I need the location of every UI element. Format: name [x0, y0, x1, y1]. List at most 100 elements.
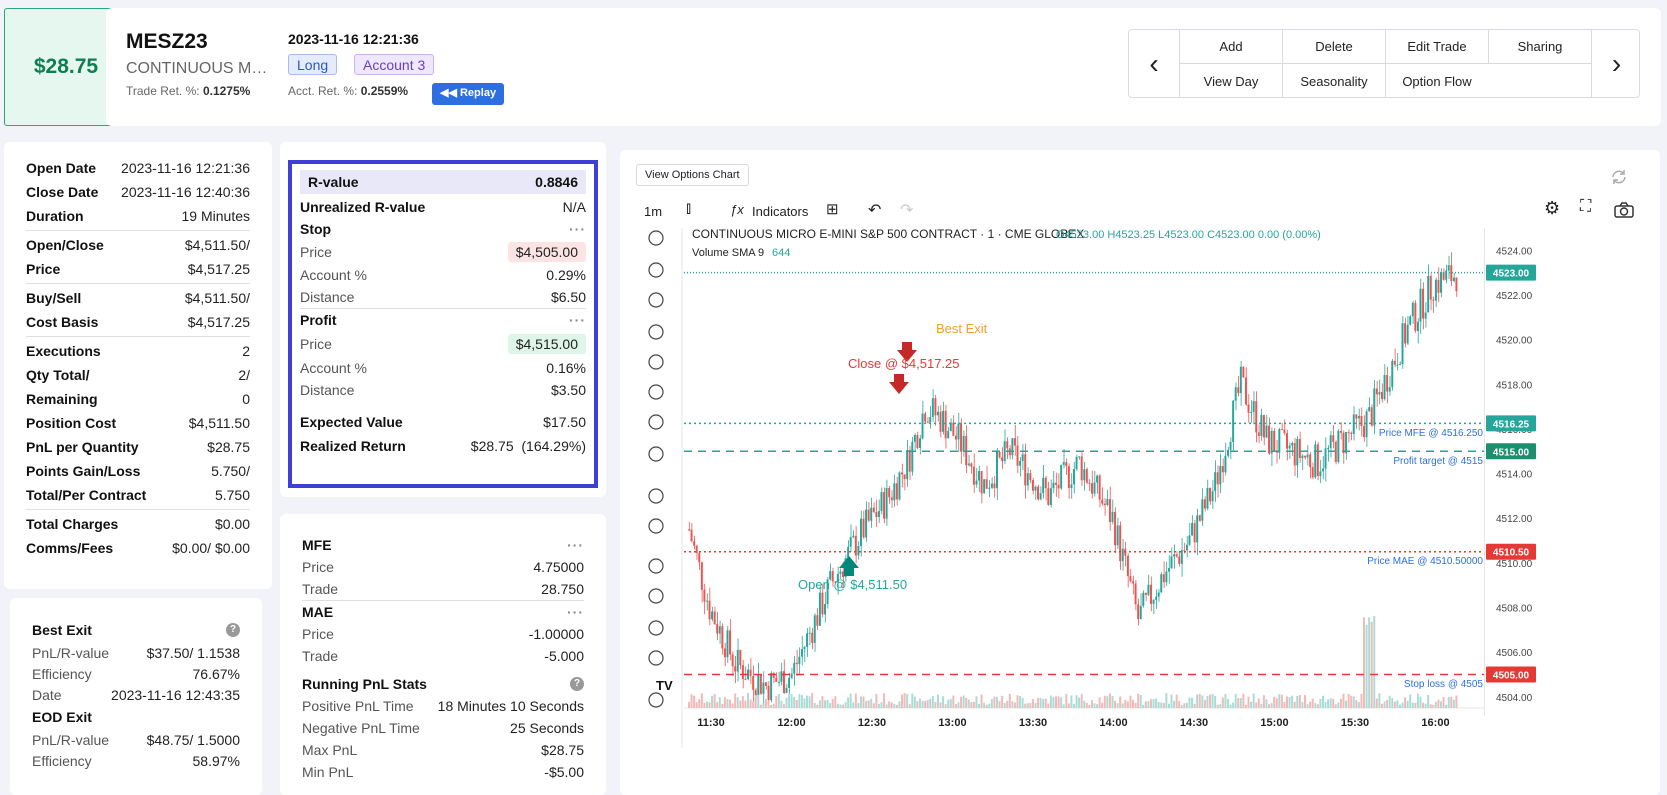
candle-body — [1098, 475, 1101, 500]
option-flow-button[interactable]: Option Flow — [1385, 64, 1488, 98]
best-exit-arrow — [897, 342, 917, 362]
candle-body — [1306, 454, 1309, 458]
volume-bar — [688, 702, 690, 708]
volume-bar — [926, 700, 929, 708]
candle-body — [1244, 377, 1247, 405]
lock-draw-icon[interactable] — [648, 588, 664, 604]
candle-body — [1090, 483, 1093, 494]
profit-price-value[interactable]: $4,515.00 — [507, 334, 586, 354]
candle-body — [1142, 592, 1145, 606]
volume-bar — [705, 701, 708, 708]
volume-bar — [800, 695, 803, 708]
lock-icon[interactable] — [648, 620, 664, 636]
volume-bar — [1314, 703, 1317, 708]
mfe-more-icon[interactable]: ··· — [567, 537, 584, 553]
replay-button[interactable]: ◀◀ Replay — [432, 83, 505, 105]
y-tick-label: 4522.00 — [1496, 291, 1533, 302]
indicators-button[interactable]: Indicators — [752, 204, 809, 219]
ruler-icon[interactable] — [648, 488, 664, 504]
help-icon[interactable]: ? — [226, 623, 240, 637]
profit-more-icon[interactable]: ··· — [569, 312, 586, 328]
candle-body — [816, 615, 819, 626]
volume-bar — [772, 703, 775, 708]
redo-icon[interactable]: ↷ — [900, 202, 914, 219]
camera-icon[interactable] — [1614, 202, 1634, 218]
templates-icon[interactable]: ⊞ — [826, 201, 839, 218]
candle-body — [1293, 443, 1296, 466]
text-icon[interactable] — [648, 354, 664, 370]
volume-bar — [1268, 704, 1271, 708]
volume-bar — [985, 704, 988, 708]
edit-trade-button[interactable]: Edit Trade — [1385, 30, 1488, 64]
y-tick-label: 4518.00 — [1496, 380, 1533, 391]
candle-body — [1211, 491, 1214, 502]
candle-body — [777, 681, 780, 683]
view-day-button[interactable]: View Day — [1179, 64, 1282, 98]
eye-icon[interactable] — [648, 650, 664, 666]
next-trade-button[interactable]: › — [1591, 30, 1641, 98]
candles-icon[interactable]: ⫾ — [686, 200, 692, 217]
stop-price-value[interactable]: $4,505.00 — [507, 242, 586, 262]
zoom-icon[interactable] — [648, 518, 664, 534]
stop-loss-label: Stop loss @ 4505 — [1404, 679, 1484, 690]
volume-bar — [1157, 701, 1160, 708]
prev-trade-button[interactable]: ‹ — [1129, 30, 1179, 98]
points-per-contract-value: 5.750 — [214, 487, 250, 503]
add-button[interactable]: Add — [1179, 30, 1282, 64]
candle-body — [1206, 487, 1209, 509]
chart-card — [620, 150, 1660, 795]
candle-body — [954, 435, 957, 440]
volume-bar — [954, 703, 957, 708]
stop-more-icon[interactable]: ··· — [569, 221, 586, 237]
view-options-chart-button[interactable]: View Options Chart — [636, 164, 749, 186]
mae-more-icon[interactable]: ··· — [567, 604, 584, 620]
fx-icon[interactable]: ƒx — [730, 202, 744, 217]
candle-body — [834, 581, 837, 583]
candle-body — [1329, 435, 1332, 449]
pattern-icon[interactable] — [648, 384, 664, 400]
trash-icon[interactable] — [648, 692, 664, 708]
volume-bar — [1239, 698, 1242, 708]
volume-bar — [1283, 702, 1286, 708]
volume-bar — [723, 697, 726, 708]
refresh-icon[interactable] — [1610, 168, 1628, 186]
expected-value: $17.50 — [543, 414, 586, 430]
volume-bar — [1252, 693, 1255, 708]
volume-bar — [1132, 699, 1134, 708]
forecast-icon[interactable] — [648, 414, 664, 430]
candle-body — [1162, 574, 1165, 583]
volume-bar — [1160, 702, 1163, 708]
account-badge[interactable]: Account 3 — [354, 54, 435, 75]
volume-bar — [749, 699, 752, 708]
brush-icon[interactable] — [648, 324, 664, 340]
volume-bar — [1442, 696, 1445, 708]
trendline-icon[interactable] — [648, 262, 664, 278]
help-icon[interactable]: ? — [570, 677, 584, 691]
candle-body — [1157, 592, 1160, 597]
heart-icon[interactable] — [648, 446, 664, 462]
magnet-icon[interactable] — [648, 558, 664, 574]
price-chart[interactable]: 4524.004522.004520.004518.004516.004514.… — [636, 228, 1650, 768]
settings-icon[interactable]: ⚙ — [1544, 198, 1561, 218]
volume-bar — [842, 704, 844, 708]
seasonality-button[interactable]: Seasonality — [1282, 64, 1385, 98]
volume-bar — [1237, 697, 1240, 708]
candle-body — [854, 535, 857, 556]
fib-icon[interactable] — [648, 292, 664, 308]
candle-body — [772, 673, 775, 678]
undo-icon[interactable]: ↶ — [868, 202, 882, 219]
delete-button[interactable]: Delete — [1282, 30, 1385, 64]
volume-bar — [1393, 701, 1396, 708]
volume-bar — [888, 701, 891, 708]
volume-bar — [844, 702, 847, 708]
candle-body — [1378, 392, 1381, 395]
volume-bar — [1255, 702, 1258, 708]
interval-button[interactable]: 1m — [644, 204, 663, 219]
sharing-button[interactable]: Sharing — [1488, 30, 1591, 64]
volume-bar — [765, 699, 767, 708]
crosshair-icon[interactable] — [648, 230, 664, 246]
volume-bar — [1065, 693, 1068, 708]
fullscreen-icon[interactable]: ⛶ — [1580, 198, 1592, 215]
volume-bar — [1057, 696, 1060, 708]
volume-bar — [921, 700, 924, 708]
